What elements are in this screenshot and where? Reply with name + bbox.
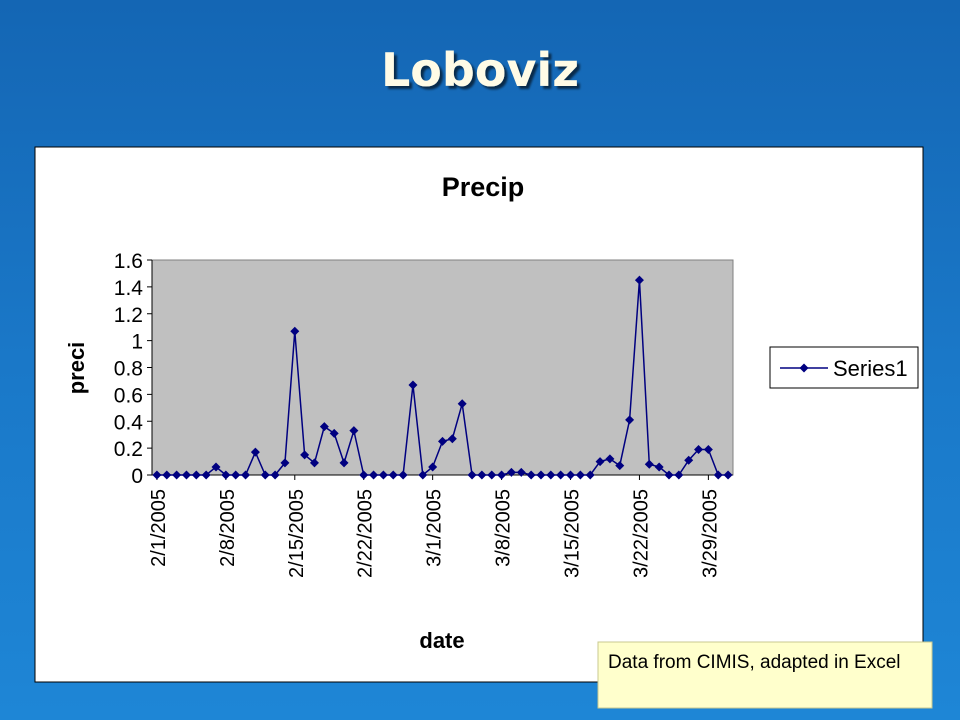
data-point: [497, 470, 507, 480]
y-tick-label: 1.4: [114, 277, 144, 300]
plot: 0 0.2 0.4 0.6 0.8 1 1.2 1.4 1.6 2/1/2005 2/8/2005 2…: [114, 250, 734, 578]
data-point: [615, 461, 625, 471]
data-point: [625, 415, 635, 425]
note-container: Data from CIMIS, adapted in Excel: [608, 652, 901, 673]
data-point: [447, 434, 457, 444]
data-point: [359, 470, 369, 480]
data-point: [713, 470, 723, 480]
chart-title: Precip: [442, 172, 525, 202]
data-point: [181, 470, 191, 480]
data-point: [654, 462, 664, 472]
data-point: [388, 470, 398, 480]
data-point: [723, 470, 733, 480]
data-point: [191, 470, 201, 480]
y-tick-label: 1: [131, 331, 143, 354]
data-point: [516, 467, 526, 477]
y-tick-label: 1.2: [114, 304, 143, 327]
x-tick-label: 2/8/2005: [217, 489, 239, 567]
x-tick-label: 3/8/2005: [493, 489, 515, 567]
note-box: [597, 641, 933, 709]
data-point: [644, 459, 654, 469]
note: Data from CIMIS, adapted in Excel: [608, 652, 901, 673]
data-point: [349, 426, 359, 436]
legend-label: Series1: [833, 356, 908, 381]
data-point: [566, 470, 576, 480]
y-tick-label: 0.2: [114, 438, 143, 461]
data-point: [428, 462, 438, 472]
data-point: [241, 470, 251, 480]
data-point: [684, 455, 694, 465]
data-point: [408, 380, 418, 390]
data-point: [536, 470, 546, 480]
y-tick-label: 0: [131, 465, 143, 488]
data-point: [664, 470, 674, 480]
data-point: [634, 275, 644, 285]
data-point: [309, 458, 319, 468]
data-point: [595, 457, 605, 467]
data-point: [201, 470, 211, 480]
x-tick-label: 3/1/2005: [424, 489, 446, 567]
data-point: [398, 470, 408, 480]
data-point: [319, 422, 329, 432]
data-point: [526, 470, 536, 480]
x-tick-label: 2/1/2005: [148, 489, 170, 567]
data-point: [221, 470, 231, 480]
x-tick-label: 2/15/2005: [286, 489, 308, 578]
data-point: [369, 470, 379, 480]
x-tick-label: 3/29/2005: [699, 489, 721, 578]
data-point: [585, 470, 595, 480]
legend-marker: [799, 363, 809, 373]
data-point: [290, 326, 300, 336]
data-point: [467, 470, 477, 480]
data-point: [438, 436, 447, 446]
x-tick-label: 2/22/2005: [355, 489, 377, 578]
data-point: [231, 470, 241, 480]
data-point: [418, 470, 428, 480]
data-point: [605, 454, 615, 464]
data-point: [270, 470, 280, 480]
data-point: [703, 444, 713, 454]
data-point: [280, 458, 290, 468]
slide-title: Loboviz: [381, 43, 579, 97]
data-point: [477, 470, 487, 480]
data-point: [556, 470, 566, 480]
data-point: [300, 450, 310, 460]
data-point: [487, 470, 497, 480]
data-point: [152, 470, 162, 480]
data-point: [339, 458, 349, 468]
data-point: [546, 470, 556, 480]
x-tick-label: 3/15/2005: [562, 489, 584, 578]
data-point: [575, 470, 585, 480]
data-point: [694, 444, 704, 454]
data-point: [250, 447, 260, 457]
data-point: [329, 428, 339, 438]
data-point: [162, 470, 172, 480]
y-tick-label: 1.6: [114, 250, 143, 273]
x-tick-label: 3/22/2005: [630, 489, 652, 578]
y-tick-label: 0.4: [114, 411, 144, 434]
x-axis-label: date: [419, 628, 464, 653]
data-point: [172, 470, 182, 480]
data-point: [211, 462, 221, 472]
data-point: [674, 470, 684, 480]
data-point: [260, 470, 270, 480]
data-point: [457, 399, 467, 409]
y-tick-label: 0.6: [114, 384, 143, 407]
data-point: [506, 467, 516, 477]
y-axis-label: preci: [64, 342, 89, 395]
data-point: [378, 470, 388, 480]
y-tick-label: 0.8: [114, 358, 143, 381]
